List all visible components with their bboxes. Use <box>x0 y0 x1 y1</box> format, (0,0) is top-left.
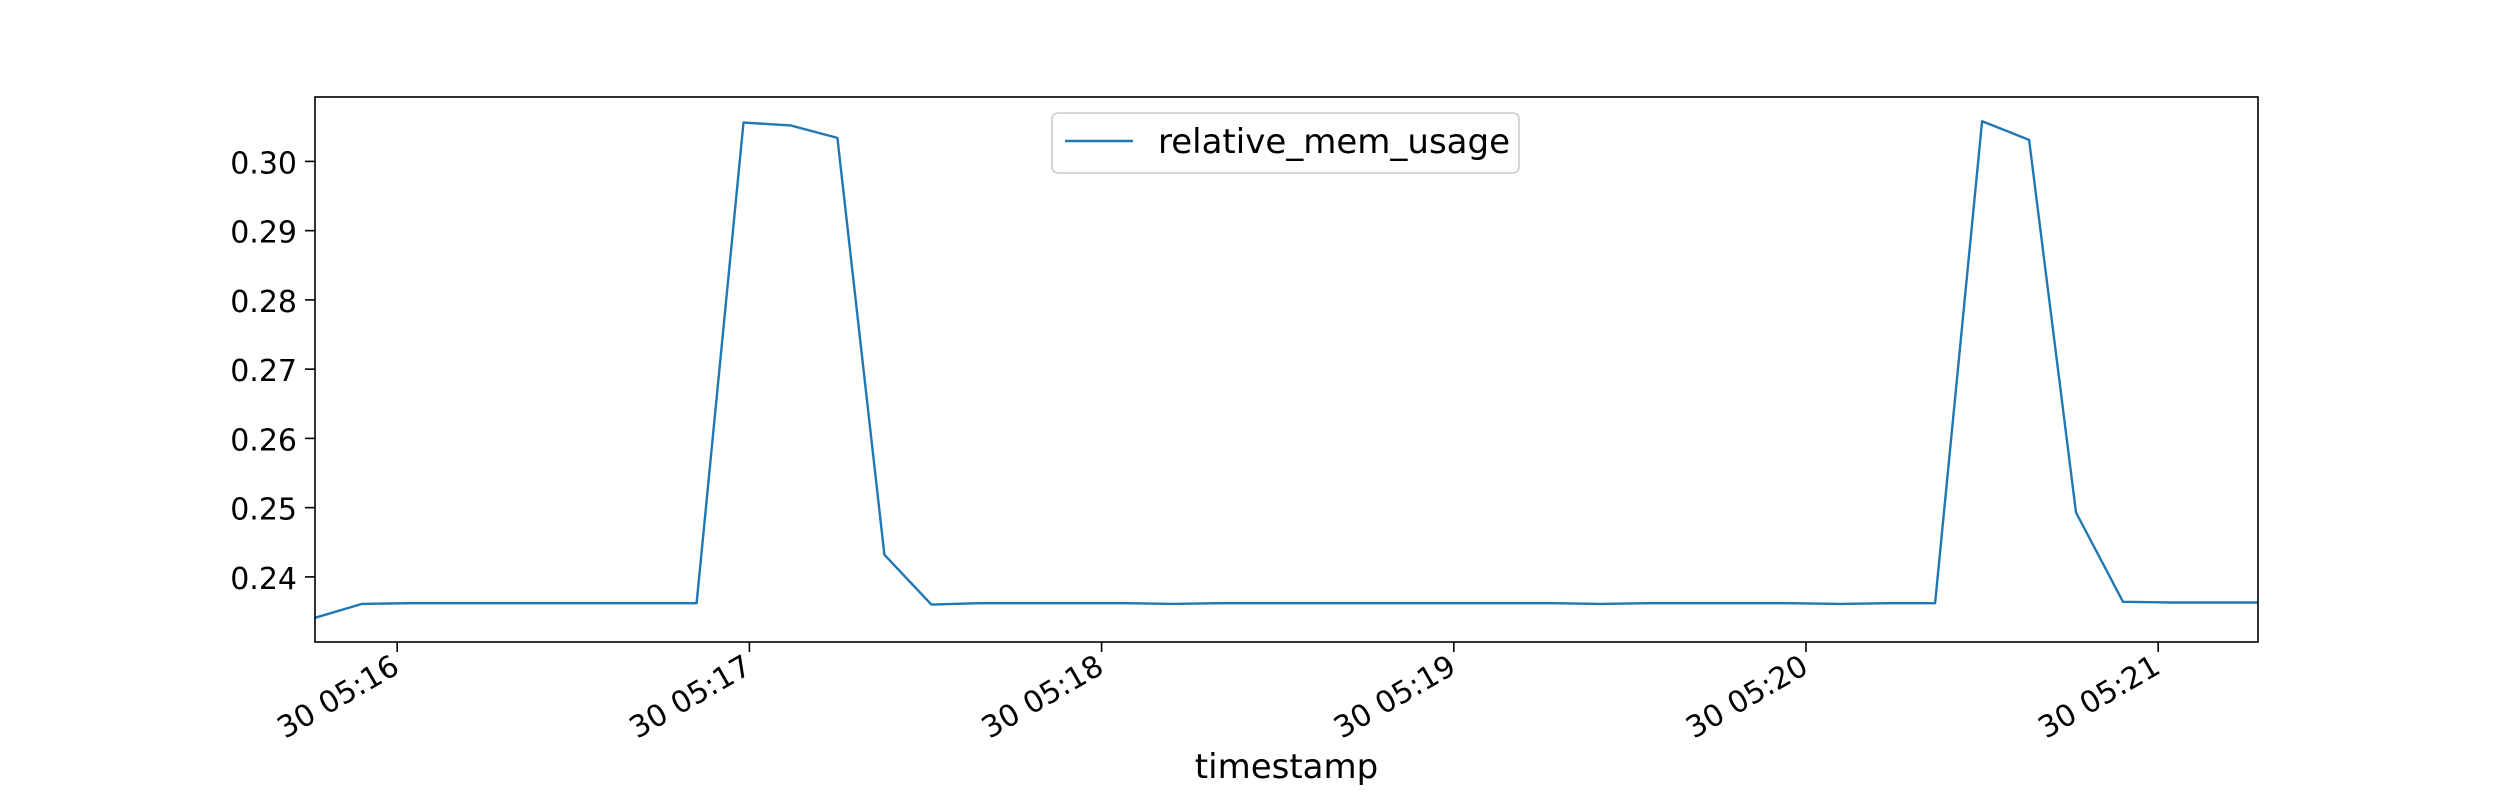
legend-label: relative_mem_usage <box>1158 122 1510 162</box>
y-tick-label: 0.28 <box>230 285 297 320</box>
x-tick-label: 30 05:17 <box>624 649 758 746</box>
series-line-relative-mem-usage <box>315 119 2258 619</box>
y-tick-label: 0.27 <box>230 354 297 389</box>
x-tick-label: 30 05:19 <box>1328 649 1462 746</box>
y-axis: 0.24 0.25 0.26 0.27 0.28 0.29 0.30 <box>230 146 315 597</box>
y-tick-label: 0.29 <box>230 216 297 251</box>
x-axis: 30 05:16 30 05:17 30 05:18 30 05:19 30 05:20… <box>271 642 2166 746</box>
y-tick-label: 0.26 <box>230 423 297 458</box>
legend: relative_mem_usage <box>1051 112 1520 174</box>
y-tick-label: 0.30 <box>230 146 297 181</box>
y-tick-label: 0.24 <box>230 562 297 597</box>
x-tick-label: 30 05:18 <box>976 649 1110 746</box>
x-tick-label: 30 05:16 <box>271 649 405 746</box>
plot-area-frame <box>314 96 2259 643</box>
x-tick-label: 30 05:21 <box>2033 649 2167 746</box>
x-tick-label: 30 05:20 <box>1680 649 1814 746</box>
legend-box <box>1051 112 1520 174</box>
y-tick-label: 0.25 <box>230 493 297 528</box>
x-axis-label: timestamp <box>1195 747 1378 787</box>
